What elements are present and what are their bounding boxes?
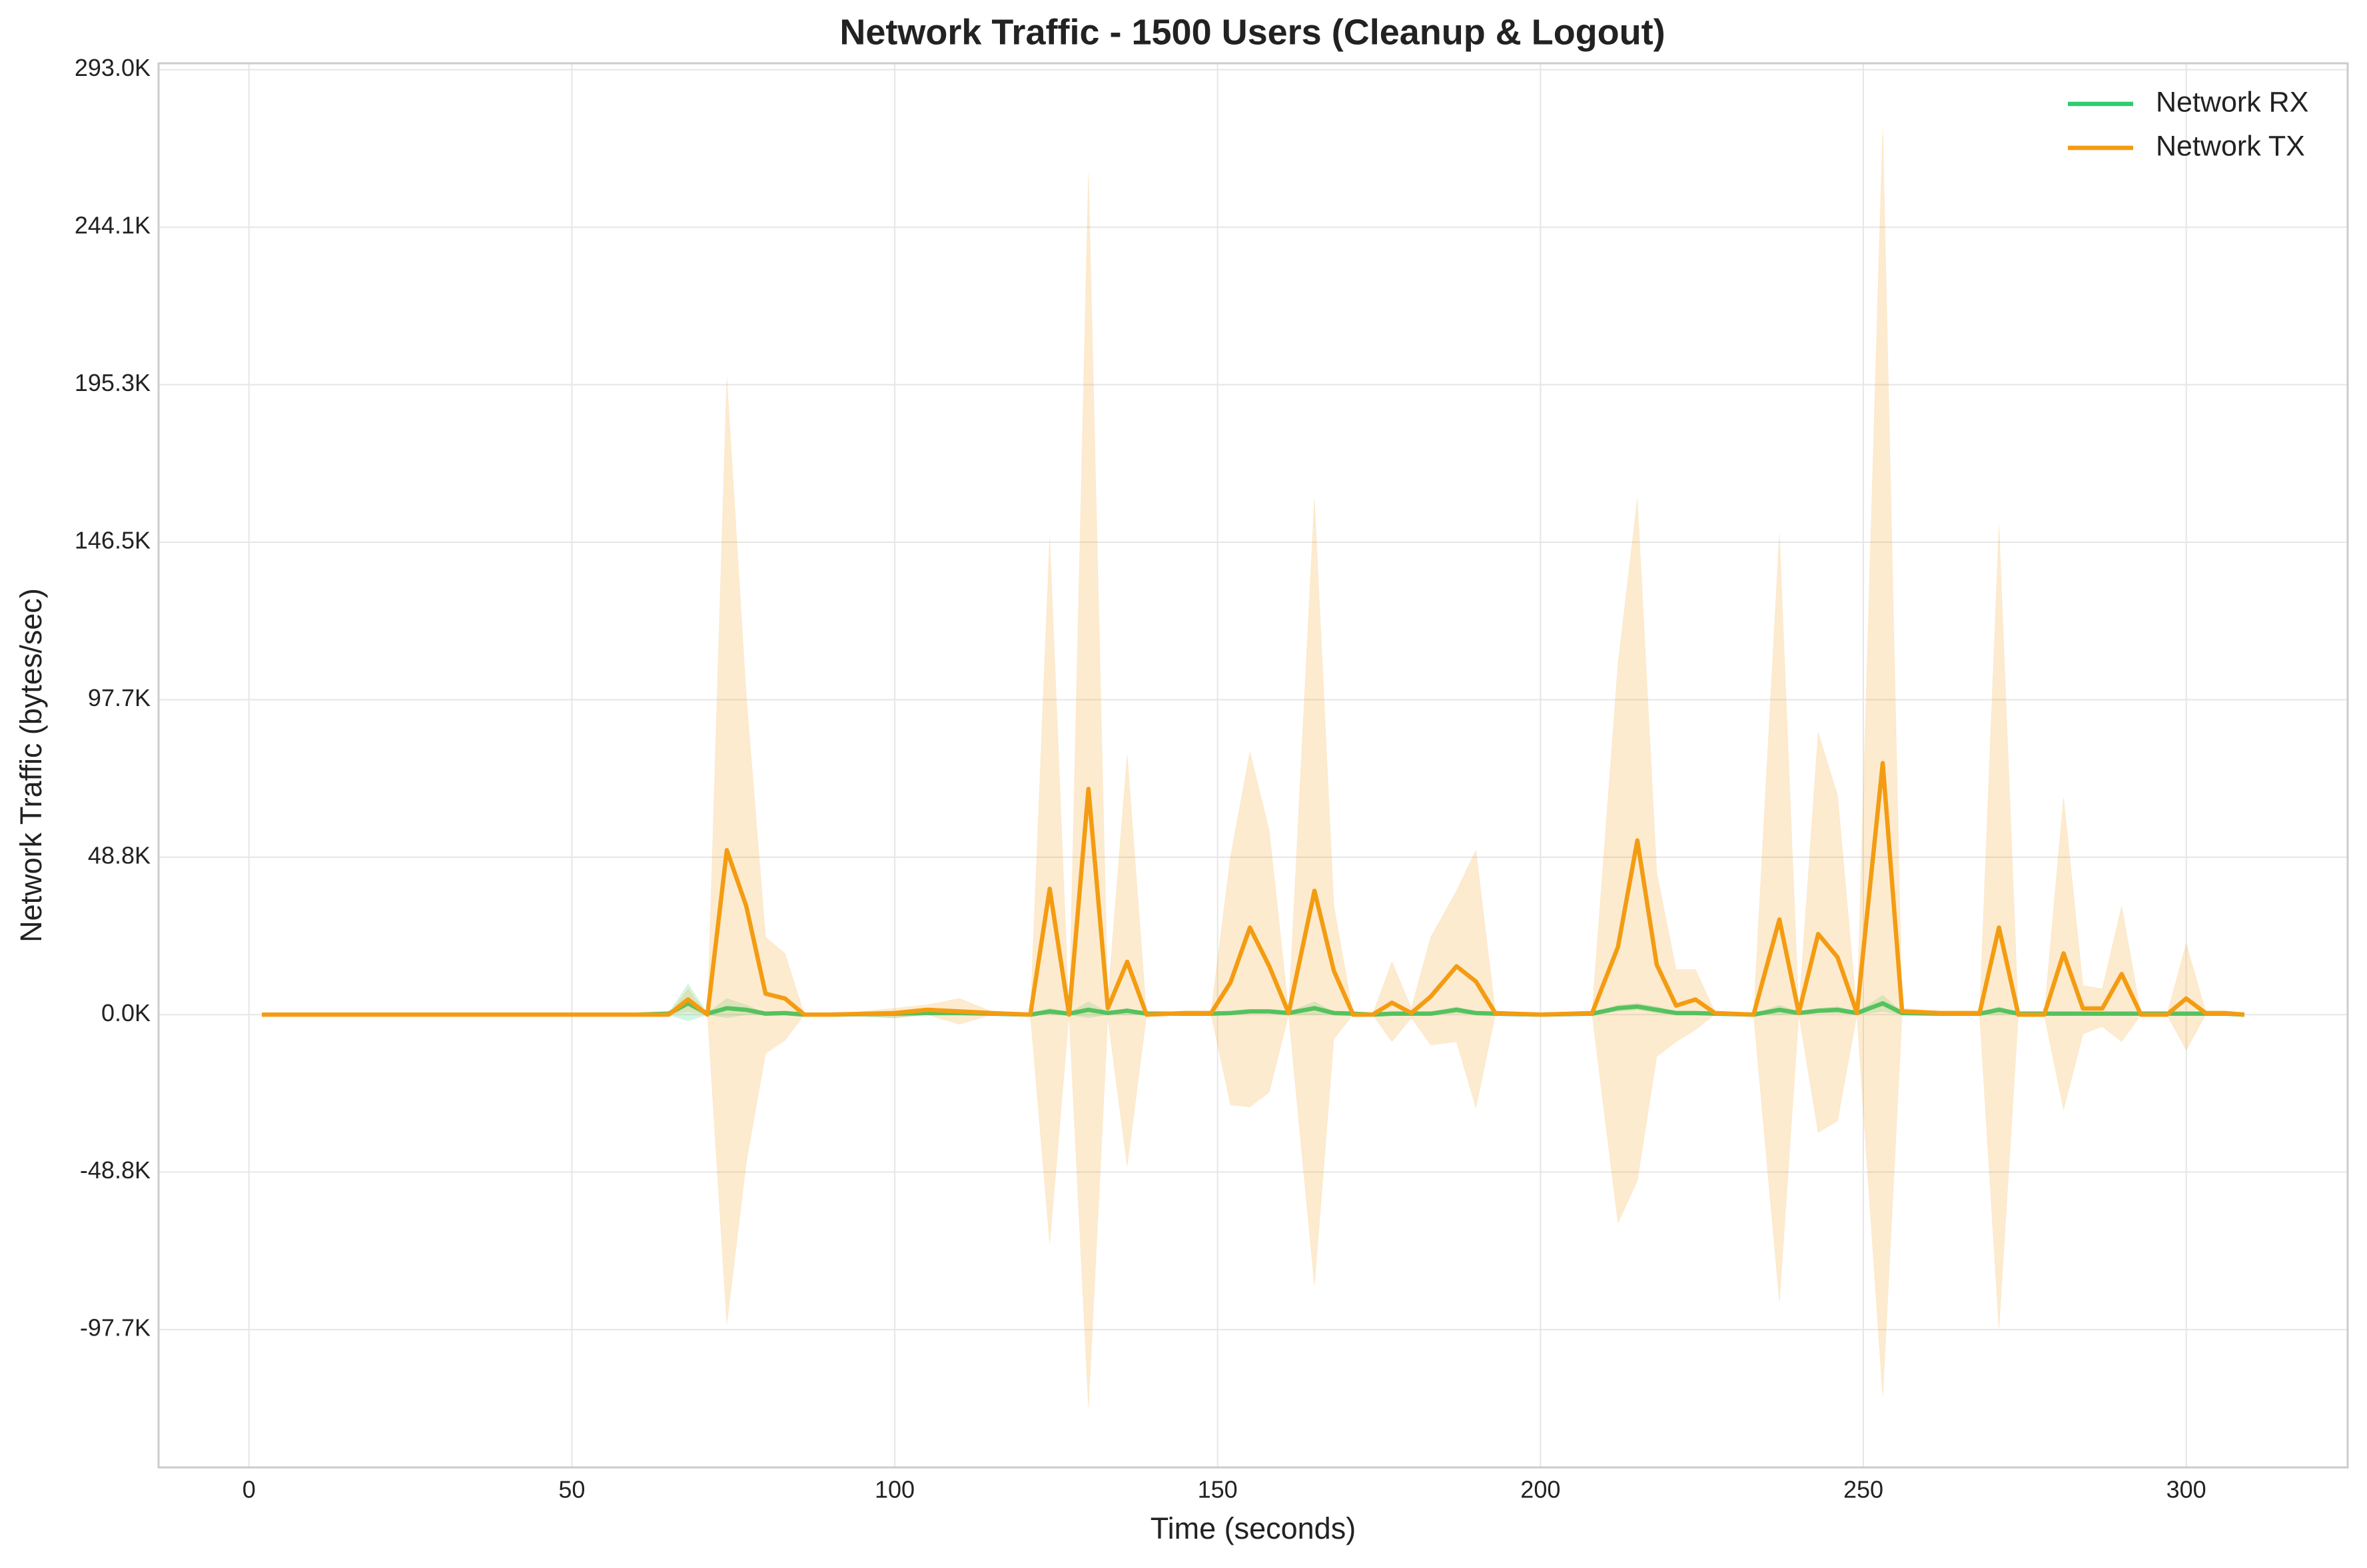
legend-label: Network TX [2156,130,2305,162]
x-tick-label: 150 [1198,1476,1238,1503]
x-tick-label: 0 [242,1476,256,1503]
series-line [262,761,2245,1017]
y-tick-label: 97.7K [88,684,151,711]
plot-frame [157,62,2349,1469]
y-tick-label: 195.3K [75,369,151,396]
x-tick-label: 50 [558,1476,585,1503]
x-tick-label: 200 [1520,1476,1560,1503]
x-tick-label: 300 [2166,1476,2206,1503]
y-tick-label: 293.0K [75,54,151,81]
legend-label: Network RX [2156,86,2308,118]
y-tick-label: 244.1K [75,212,151,239]
y-tick-label: -97.7K [80,1314,151,1342]
band [262,127,2244,1408]
y-axis-label: Network Traffic (bytes/sec) [14,588,48,943]
x-tick-label: 100 [875,1476,915,1503]
chart-title: Network Traffic - 1500 Users (Cleanup & … [839,12,1665,52]
y-tick-label: 48.8K [88,841,151,869]
y-tick-label: 146.5K [75,526,151,554]
x-axis-label: Time (seconds) [1151,1511,1356,1545]
y-tick-label: -48.8K [80,1156,151,1184]
y-tick-label: 0.0K [101,999,151,1026]
x-tick-label: 250 [1843,1476,1883,1503]
